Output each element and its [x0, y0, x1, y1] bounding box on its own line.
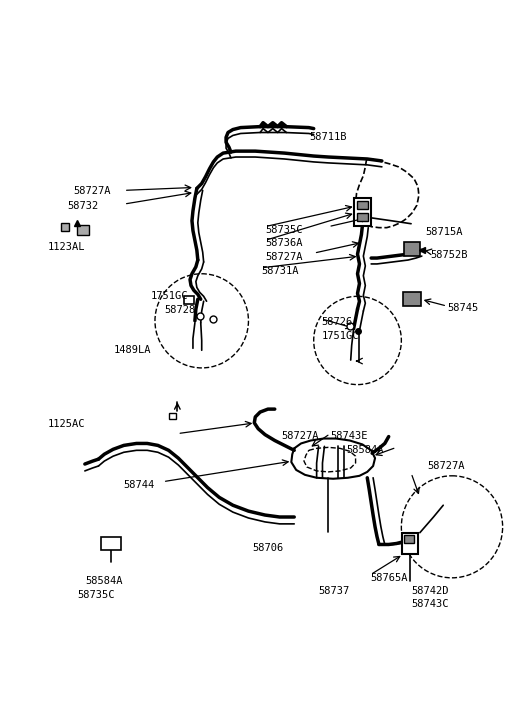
Text: 58765A: 58765A	[370, 573, 408, 583]
Text: 58735C: 58735C	[77, 590, 115, 600]
Text: 58584A: 58584A	[346, 446, 383, 455]
Text: 58736A: 58736A	[265, 238, 303, 249]
Text: 58727A: 58727A	[427, 461, 465, 471]
Bar	[404, 292, 421, 306]
Bar	[77, 225, 89, 235]
Text: 58728: 58728	[165, 305, 196, 315]
Text: 1751GC: 1751GC	[321, 331, 359, 341]
Bar	[404, 534, 414, 542]
Bar	[169, 413, 176, 419]
Text: 58735C: 58735C	[265, 225, 303, 235]
Text: 58706: 58706	[252, 544, 284, 553]
Text: 58584A: 58584A	[85, 576, 122, 586]
Bar	[356, 201, 368, 209]
Text: 58743C: 58743C	[411, 599, 449, 609]
Text: 58742D: 58742D	[411, 586, 449, 595]
Text: 1123AL: 1123AL	[48, 242, 85, 252]
Text: 1125AC: 1125AC	[48, 419, 85, 429]
Text: 58727A: 58727A	[73, 186, 110, 196]
Text: 58726: 58726	[321, 317, 353, 327]
Text: 58732: 58732	[67, 201, 99, 211]
Bar	[354, 198, 371, 225]
Text: 58711B: 58711B	[309, 132, 346, 142]
Bar	[404, 242, 420, 256]
Bar	[101, 537, 121, 550]
Text: 58745: 58745	[447, 303, 478, 313]
Text: 1489LA: 1489LA	[114, 345, 151, 356]
Text: 58727A: 58727A	[265, 252, 303, 262]
Text: 58752B: 58752B	[431, 250, 468, 260]
Text: 58727A: 58727A	[281, 430, 319, 441]
Text: 58744: 58744	[124, 480, 155, 490]
Text: 58731A: 58731A	[261, 266, 298, 276]
Text: 58715A: 58715A	[426, 227, 463, 237]
Text: 58743E: 58743E	[330, 430, 368, 441]
Text: 58737: 58737	[319, 586, 350, 595]
Bar	[402, 533, 418, 554]
Text: 1751GC: 1751GC	[151, 292, 189, 302]
Bar	[356, 213, 368, 221]
Bar	[184, 297, 194, 304]
